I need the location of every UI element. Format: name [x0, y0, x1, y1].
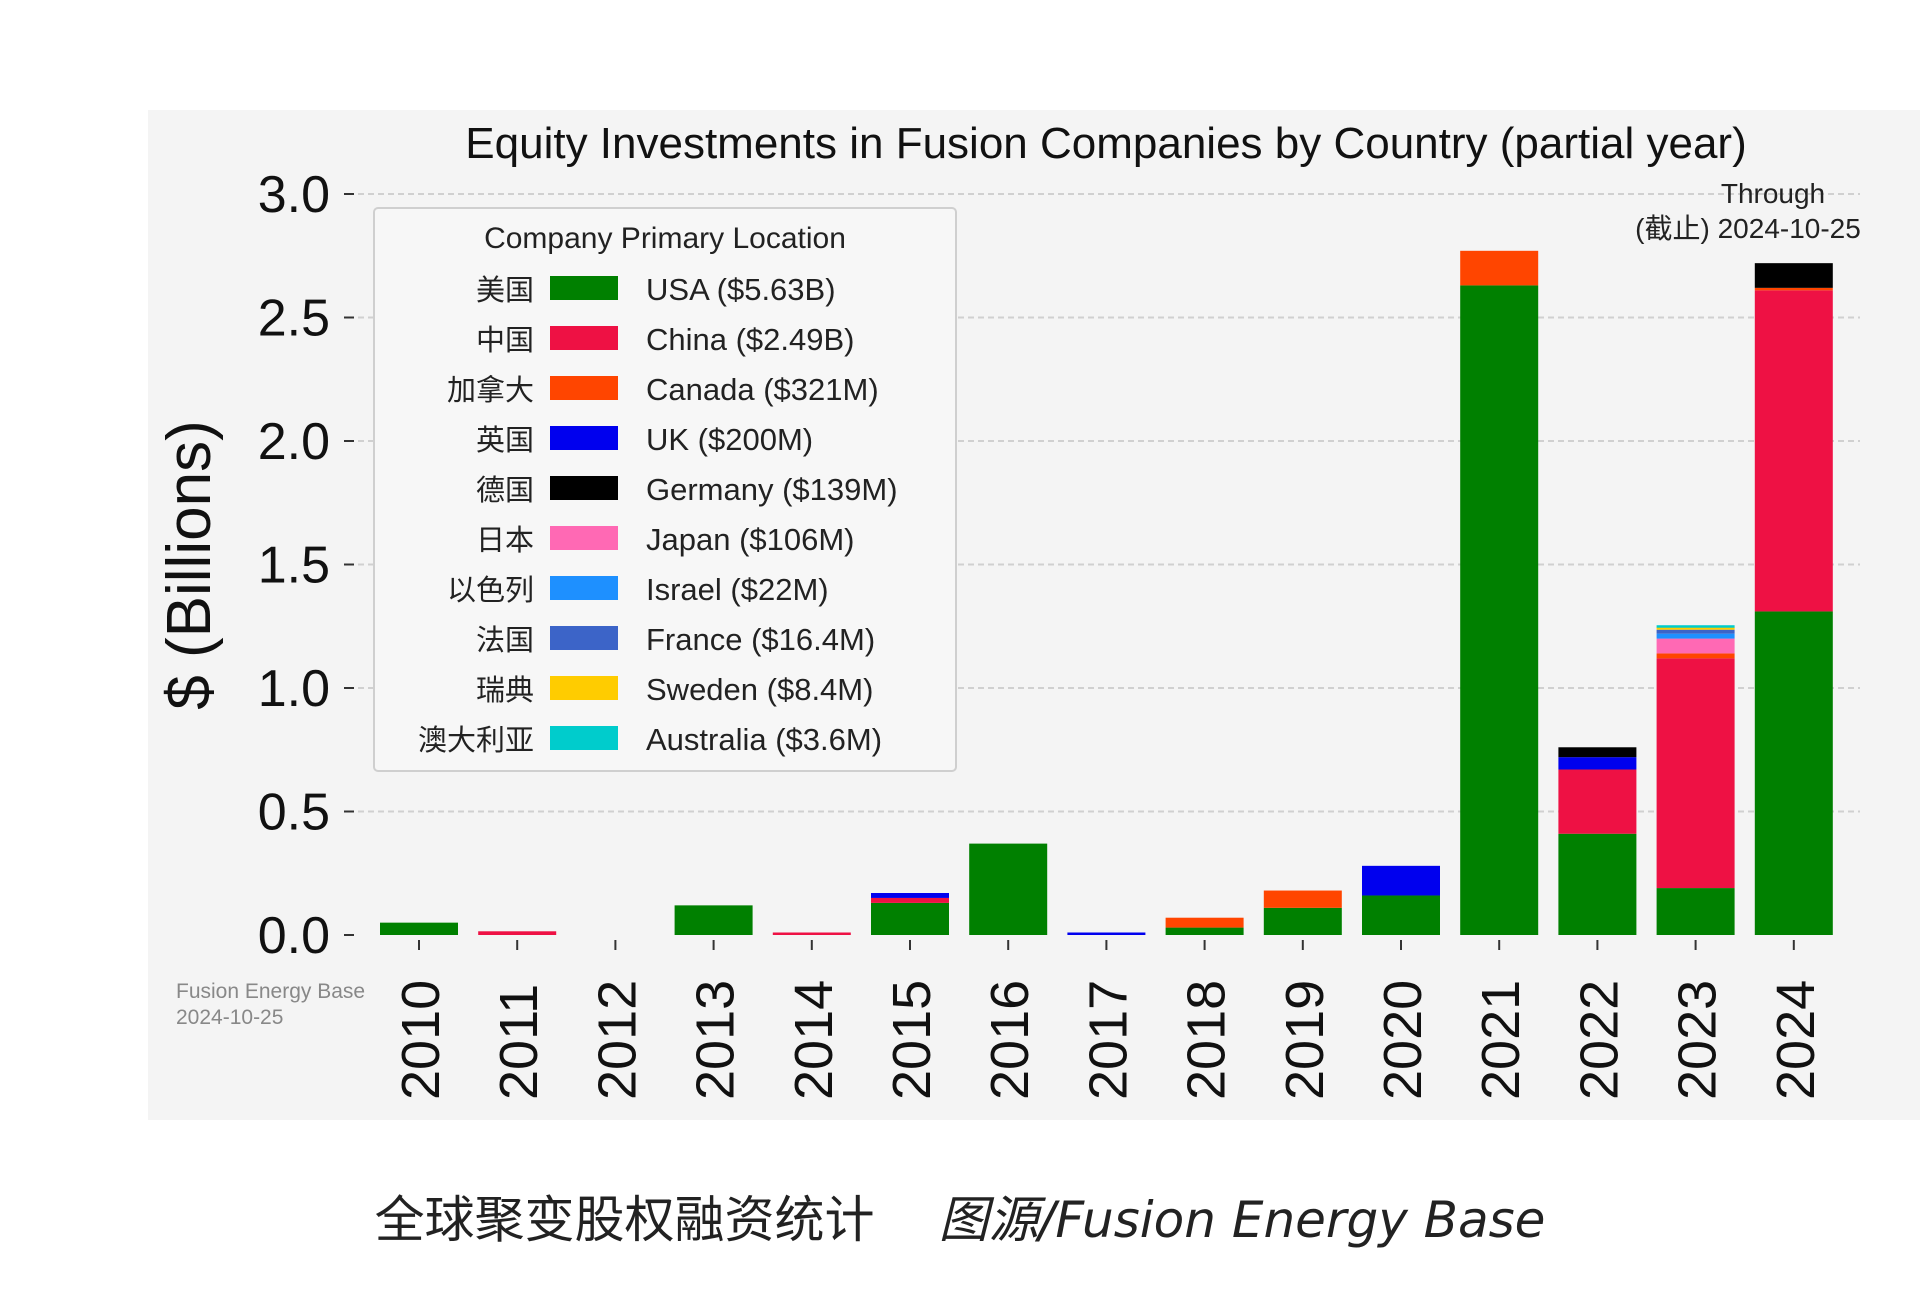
y-tick-label: 1.5: [258, 537, 330, 595]
legend-series-label: Israel ($22M): [646, 572, 829, 607]
bar-segment: [1656, 658, 1735, 889]
y-tick-label: 0.5: [258, 784, 330, 842]
legend-series-label: Japan ($106M): [646, 522, 855, 557]
bar-segment: [380, 922, 458, 935]
annotation-through: Through: [1721, 178, 1825, 209]
annotation-date: (截止) 2024-10-25: [1635, 213, 1861, 244]
bar-segment: [478, 931, 557, 935]
bar-segment: [1165, 917, 1244, 928]
bar-segment: [772, 932, 851, 935]
watermark-source: Fusion Energy Base: [176, 980, 365, 1003]
x-tick-label: 2014: [784, 980, 844, 1100]
bar-segment: [1656, 888, 1735, 935]
legend-swatch: [550, 726, 618, 750]
bar-segment: [1656, 627, 1735, 630]
legend-swatch: [550, 426, 618, 450]
y-tick-label: 3.0: [258, 166, 330, 224]
bar-segment: [1558, 769, 1637, 834]
y-tick-label: 1.0: [258, 660, 330, 718]
legend-title: Company Primary Location: [484, 222, 846, 255]
y-tick-label: 2.5: [258, 290, 330, 348]
x-tick-label: 2020: [1373, 980, 1433, 1100]
equity-investments-chart: 0.0 0.5 1.0 1.5 2.0 2.5 3.0 $ (Billions) Equity …: [155, 119, 1861, 1100]
x-tick-label: 2019: [1275, 980, 1335, 1100]
y-axis-label: $ (Billions): [155, 420, 224, 709]
bar-segment: [969, 843, 1048, 935]
legend-series-label: Germany ($139M): [646, 472, 898, 507]
bar-segment: [674, 905, 753, 935]
x-tick-label: 2018: [1177, 980, 1237, 1100]
legend-series-label: UK ($200M): [646, 422, 813, 457]
legend-series-label: USA ($5.63B): [646, 272, 836, 307]
x-tick-label: 2023: [1668, 980, 1728, 1100]
legend-swatch: [550, 576, 618, 600]
legend-swatch: [550, 276, 618, 300]
legend-cn-label: 美国: [476, 273, 534, 307]
legend-cn-label: 澳大利亚: [418, 723, 534, 757]
x-tick-label: 2015: [882, 980, 942, 1100]
legend-cn-label: 以色列: [447, 573, 534, 607]
legend-series-label: China ($2.49B): [646, 322, 855, 357]
legend-series-label: Sweden ($8.4M): [646, 672, 873, 707]
bar-segment: [1558, 833, 1637, 935]
bar-segment: [871, 893, 949, 898]
bar-segment: [1656, 633, 1735, 639]
bar-segment: [1754, 290, 1833, 612]
bar-segment: [1558, 757, 1637, 770]
bar-segment: [1460, 285, 1539, 935]
legend-cn-label: 法国: [476, 623, 534, 657]
legend-swatch: [550, 626, 618, 650]
bar-segment: [1656, 638, 1735, 654]
figure-caption: 全球聚变股权融资统计 图源/Fusion Energy Base: [0, 1180, 1920, 1252]
legend-swatch: [550, 376, 618, 400]
legend-cn-label: 德国: [476, 473, 534, 507]
legend-cn-label: 中国: [476, 323, 534, 357]
legend-series-label: Canada ($321M): [646, 372, 879, 407]
x-tick-label: 2010: [391, 980, 451, 1100]
y-tick-label: 0.0: [258, 907, 330, 965]
x-tick-label: 2017: [1078, 980, 1138, 1100]
legend-series-label: France ($16.4M): [646, 622, 875, 657]
caption-text: 全球聚变股权融资统计: [374, 1191, 875, 1249]
bar-segment: [1754, 611, 1833, 935]
legend-swatch: [550, 526, 618, 550]
x-tick-label: 2012: [587, 980, 647, 1100]
chart-panel: 0.0 0.5 1.0 1.5 2.0 2.5 3.0 $ (Billions) Equity …: [148, 110, 1920, 1120]
bar-segment: [871, 897, 949, 903]
chart-title: Equity Investments in Fusion Companies b…: [465, 119, 1746, 168]
legend-cn-label: 瑞典: [476, 673, 534, 707]
legend-swatch: [550, 476, 618, 500]
bar-segment: [1656, 625, 1735, 628]
bar-segment: [1754, 287, 1833, 291]
bar-segment: [1263, 907, 1342, 935]
legend-swatch: [550, 326, 618, 350]
y-tick-label: 2.0: [258, 413, 330, 471]
legend-box: [373, 207, 957, 772]
legend-cn-label: 日本: [476, 523, 534, 557]
legend-cn-label: 英国: [476, 423, 534, 457]
bar-segment: [1165, 927, 1244, 935]
legend-swatch: [550, 676, 618, 700]
x-tick-label: 2024: [1766, 980, 1826, 1100]
watermark-date: 2024-10-25: [176, 1006, 283, 1029]
x-tick-label: 2011: [489, 984, 549, 1100]
bar-segment: [1362, 865, 1440, 896]
bar-segment: [1558, 747, 1637, 758]
legend-series-label: Australia ($3.6M): [646, 722, 882, 757]
bar-segment: [1656, 629, 1735, 634]
bar-segment: [1263, 890, 1342, 908]
x-tick-label: 2022: [1569, 980, 1629, 1100]
x-tick-label: 2016: [980, 980, 1040, 1100]
caption-source: 图源/Fusion Energy Base: [938, 1191, 1546, 1249]
bar-segment: [1067, 932, 1146, 935]
bar-segment: [1656, 653, 1735, 659]
bar-segment: [1754, 263, 1833, 288]
bar-segment: [871, 902, 949, 935]
x-tick-label: 2021: [1471, 980, 1531, 1100]
legend-cn-label: 加拿大: [447, 373, 534, 407]
bar-segment: [1362, 895, 1440, 935]
x-tick-label: 2013: [686, 980, 746, 1100]
bar-segment: [1460, 250, 1539, 286]
